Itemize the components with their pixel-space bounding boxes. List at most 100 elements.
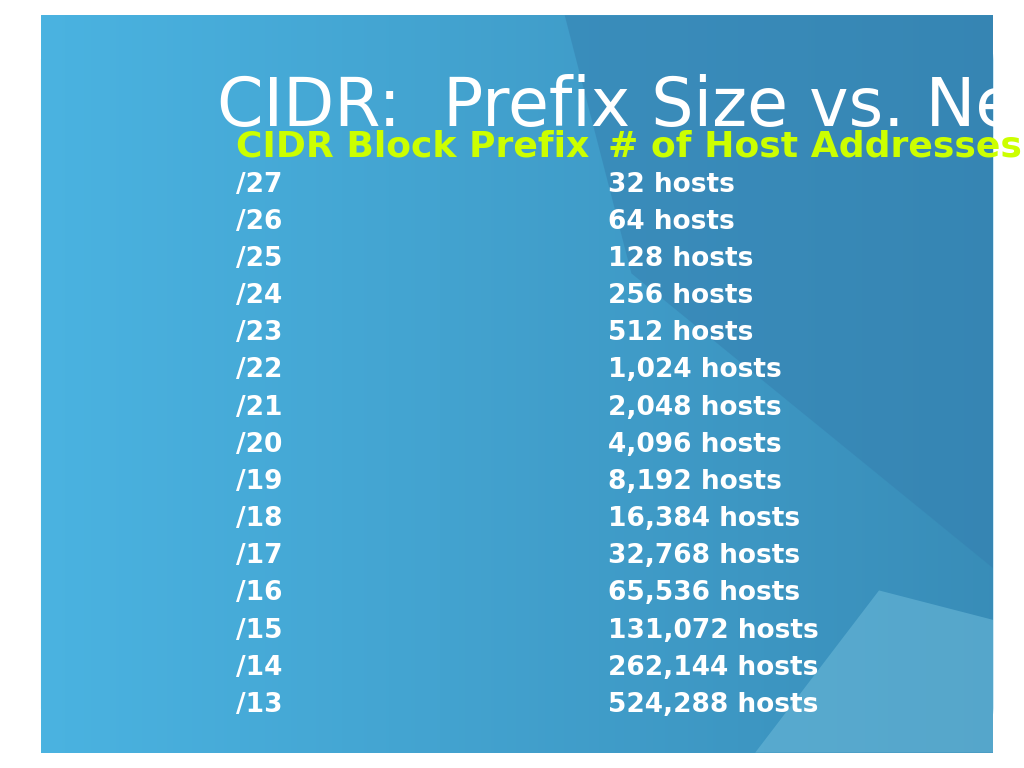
Bar: [768, 15, 773, 753]
Bar: [53, 15, 58, 753]
Bar: [41, 15, 46, 753]
Bar: [724, 15, 728, 753]
Bar: [876, 15, 881, 753]
Bar: [133, 15, 138, 753]
Bar: [95, 15, 100, 753]
Text: /27: /27: [237, 172, 283, 197]
Bar: [705, 15, 710, 753]
Bar: [670, 15, 675, 753]
Bar: [797, 15, 802, 753]
Bar: [194, 15, 199, 753]
Bar: [212, 15, 217, 753]
Bar: [479, 15, 484, 753]
Bar: [511, 15, 516, 753]
Bar: [130, 15, 135, 753]
Bar: [692, 15, 696, 753]
Text: /24: /24: [237, 283, 283, 310]
Bar: [936, 15, 941, 753]
Text: /14: /14: [237, 655, 283, 680]
Bar: [393, 15, 398, 753]
Bar: [47, 15, 52, 753]
Bar: [355, 15, 360, 753]
Bar: [209, 15, 214, 753]
Text: CIDR:  Prefix Size vs. Network Size: CIDR: Prefix Size vs. Network Size: [217, 74, 1024, 141]
Bar: [695, 15, 700, 753]
Bar: [139, 15, 144, 753]
Bar: [742, 15, 748, 753]
Bar: [756, 15, 760, 753]
Bar: [206, 15, 211, 753]
Bar: [327, 15, 332, 753]
Bar: [314, 15, 319, 753]
Text: /22: /22: [237, 357, 283, 383]
Bar: [860, 15, 865, 753]
Bar: [402, 15, 408, 753]
Bar: [730, 15, 735, 753]
Bar: [502, 15, 506, 753]
Bar: [346, 15, 351, 753]
Text: 256 hosts: 256 hosts: [607, 283, 753, 310]
Bar: [234, 15, 240, 753]
Bar: [907, 15, 912, 753]
Bar: [682, 15, 687, 753]
Bar: [857, 15, 862, 753]
Bar: [171, 15, 176, 753]
Bar: [387, 15, 392, 753]
Bar: [898, 15, 903, 753]
Bar: [529, 15, 535, 753]
Bar: [156, 15, 161, 753]
Bar: [454, 15, 459, 753]
Bar: [825, 15, 830, 753]
Bar: [187, 15, 193, 753]
Bar: [82, 15, 87, 753]
Bar: [381, 15, 386, 753]
Bar: [809, 15, 814, 753]
Bar: [108, 15, 113, 753]
Bar: [413, 15, 418, 753]
Bar: [244, 15, 249, 753]
Bar: [371, 15, 376, 753]
Bar: [685, 15, 690, 753]
Bar: [618, 15, 624, 753]
Text: 2,048 hosts: 2,048 hosts: [607, 395, 781, 421]
Bar: [311, 15, 315, 753]
Bar: [791, 15, 796, 753]
Bar: [949, 15, 954, 753]
Bar: [76, 15, 81, 753]
Bar: [342, 15, 347, 753]
Bar: [568, 15, 573, 753]
Bar: [508, 15, 513, 753]
Bar: [444, 15, 450, 753]
Bar: [771, 15, 776, 753]
Bar: [895, 15, 900, 753]
Bar: [378, 15, 383, 753]
Bar: [406, 15, 411, 753]
Text: 32,768 hosts: 32,768 hosts: [607, 543, 800, 569]
Bar: [257, 15, 262, 753]
Bar: [708, 15, 713, 753]
Text: 16,384 hosts: 16,384 hosts: [607, 506, 800, 532]
Bar: [266, 15, 271, 753]
Bar: [162, 15, 167, 753]
Bar: [606, 15, 611, 753]
Bar: [241, 15, 246, 753]
Bar: [787, 15, 792, 753]
Bar: [629, 15, 633, 753]
Text: /18: /18: [237, 506, 283, 532]
Bar: [375, 15, 379, 753]
Bar: [869, 15, 874, 753]
Bar: [549, 15, 554, 753]
Bar: [460, 15, 465, 753]
Bar: [609, 15, 614, 753]
Text: /23: /23: [237, 320, 283, 346]
Polygon shape: [756, 591, 993, 753]
Bar: [248, 15, 252, 753]
Bar: [390, 15, 395, 753]
Bar: [587, 15, 592, 753]
Bar: [153, 15, 157, 753]
Bar: [561, 15, 566, 753]
Bar: [872, 15, 878, 753]
Text: /25: /25: [237, 246, 283, 272]
Bar: [638, 15, 643, 753]
Bar: [850, 15, 855, 753]
